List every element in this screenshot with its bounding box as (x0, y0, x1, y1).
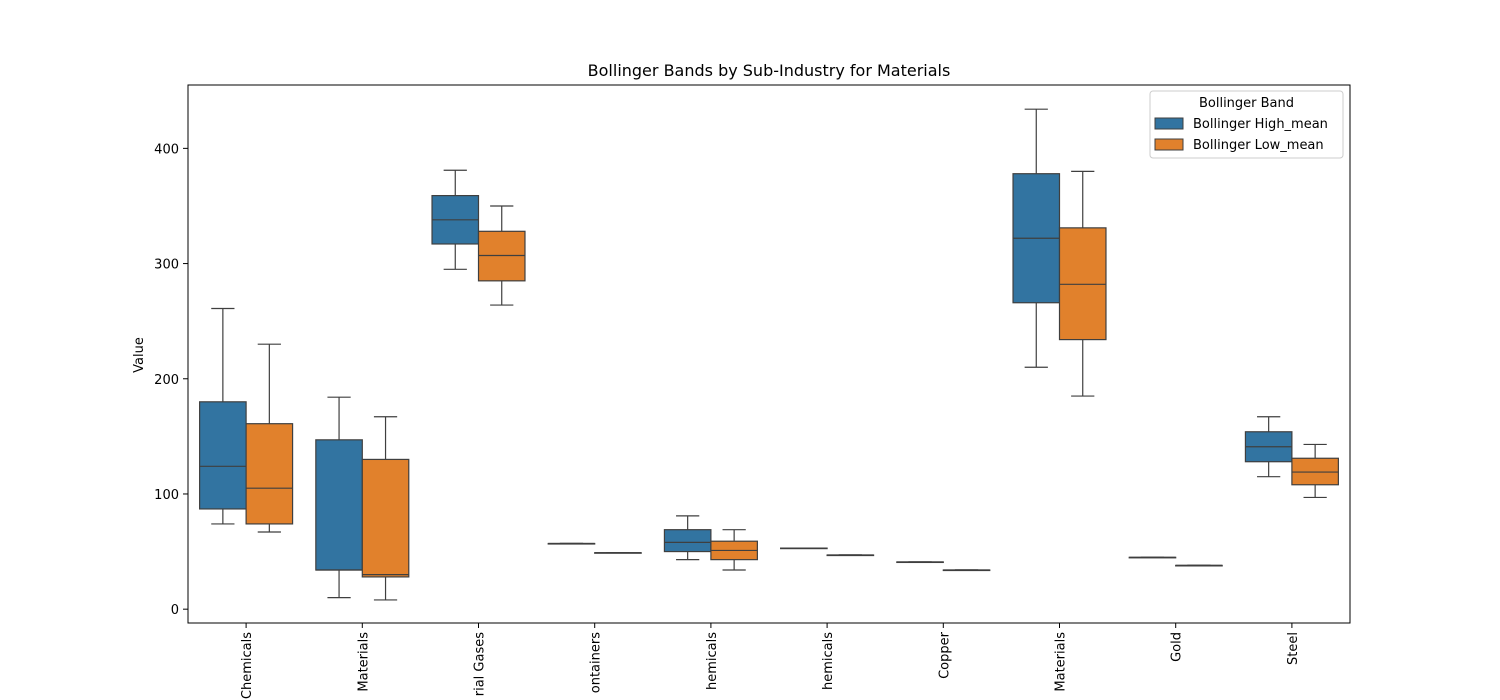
chart-title: Bollinger Bands by Sub-Industry for Mate… (588, 61, 951, 80)
box-group (361, 416, 410, 601)
legend-swatch (1154, 138, 1184, 151)
box-group (547, 542, 596, 545)
x-tick-label: Copper (937, 631, 952, 679)
plot-area (199, 108, 1339, 601)
x-tick-label: Materials (356, 632, 371, 692)
box-group (199, 307, 247, 525)
box-group (942, 569, 991, 572)
box-iqr (663, 529, 712, 553)
box-group (1175, 564, 1223, 567)
box-group (431, 169, 480, 270)
legend: Bollinger Band Bollinger High_mean Bolling… (1149, 90, 1344, 159)
box-iqr (361, 458, 410, 578)
box-group (477, 205, 526, 306)
x-tick-label: Materials (1054, 632, 1069, 692)
legend-title: Bollinger Band (1199, 96, 1294, 111)
x-tick-label: Steel (1286, 632, 1301, 665)
box-iqr (245, 423, 294, 525)
plot-frame (187, 84, 1351, 624)
box-group (245, 343, 294, 533)
legend-label: Bollinger Low_mean (1193, 138, 1324, 153)
box-group (1012, 108, 1061, 368)
y-tick-label: 300 (154, 258, 179, 273)
legend-frame (1149, 90, 1344, 159)
box-group (1244, 416, 1293, 478)
x-tick-label: rial Gases (473, 632, 488, 696)
y-tick-label: 400 (154, 142, 179, 157)
x-tick-label: ontainers (589, 632, 604, 693)
x-tick-label: hemicals (705, 632, 720, 690)
box-group (663, 515, 712, 561)
box-group (594, 552, 642, 554)
box-iqr (315, 439, 363, 571)
box-group (826, 554, 875, 557)
y-axis-label: Value (132, 337, 147, 373)
box-group (1128, 556, 1177, 559)
y-tick-label: 200 (154, 373, 179, 388)
box-group (710, 529, 758, 571)
x-tick-label: hemicals (821, 632, 836, 690)
box-group (896, 561, 944, 564)
box-group (780, 547, 828, 550)
y-tick-label: 100 (154, 488, 179, 503)
box-group (1291, 443, 1339, 499)
legend-swatch (1154, 117, 1184, 130)
y-tick-label: 0 (171, 603, 179, 618)
x-tick-label: Chemicals (240, 632, 255, 699)
box-iqr (199, 401, 247, 510)
legend-label: Bollinger High_mean (1193, 117, 1328, 132)
x-tick-label: Gold (1170, 632, 1185, 662)
box-group (1058, 170, 1107, 397)
box-group (315, 396, 363, 599)
